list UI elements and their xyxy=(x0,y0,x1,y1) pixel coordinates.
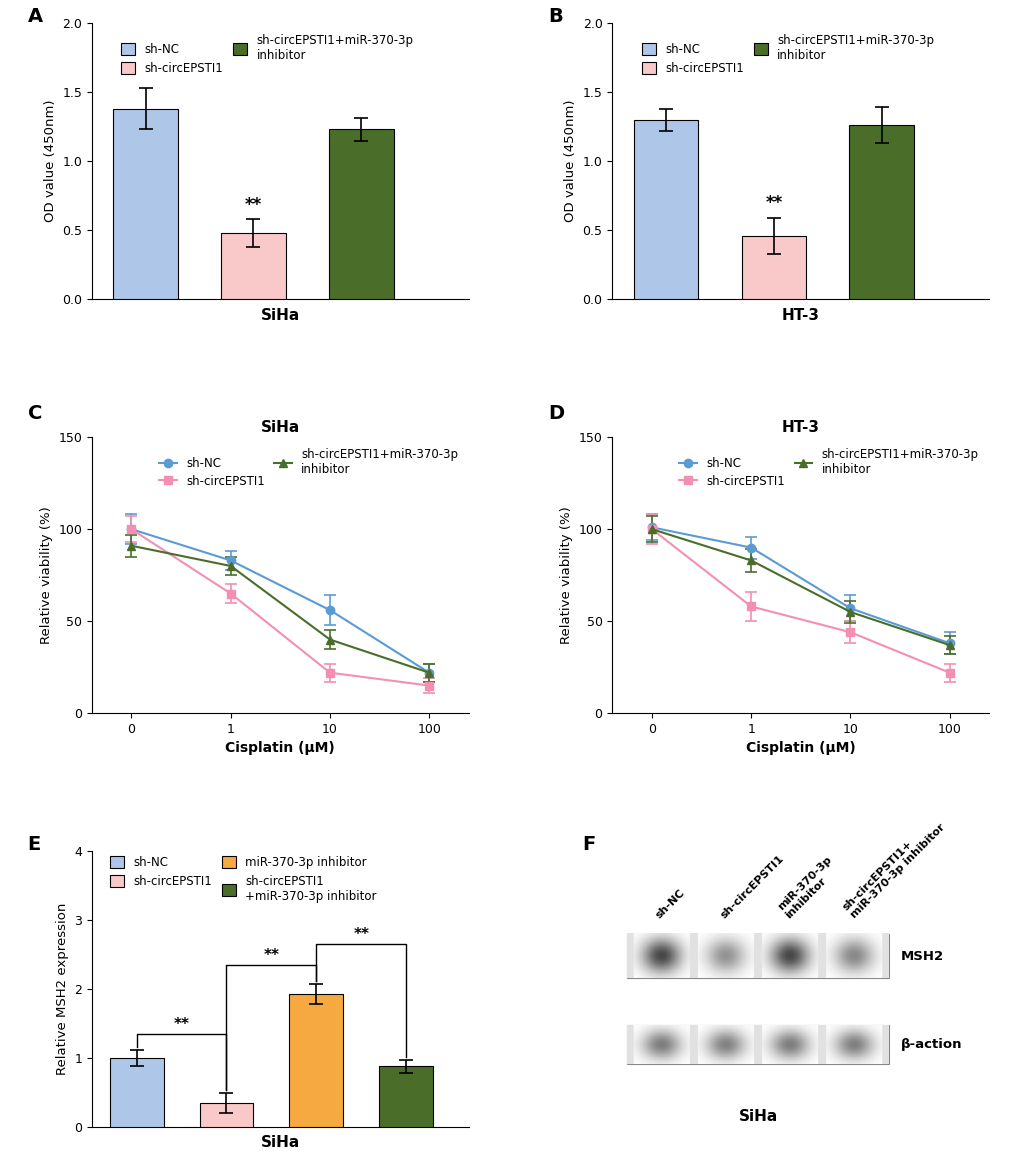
Bar xyxy=(328,129,393,299)
Text: E: E xyxy=(28,834,41,854)
Bar xyxy=(113,109,178,299)
Y-axis label: OD value (450nm): OD value (450nm) xyxy=(44,100,56,222)
Text: **: ** xyxy=(245,195,262,214)
Text: A: A xyxy=(28,7,43,26)
Text: **: ** xyxy=(173,1017,190,1032)
Y-axis label: Relative MSH2 expression: Relative MSH2 expression xyxy=(55,903,68,1075)
Bar xyxy=(110,1059,163,1127)
Legend: sh-NC, sh-circEPSTI1, sh-circEPSTI1+miR-370-3p
inhibitor: sh-NC, sh-circEPSTI1, sh-circEPSTI1+miR-… xyxy=(154,443,463,493)
Bar xyxy=(379,1067,433,1127)
Y-axis label: OD value (450nm): OD value (450nm) xyxy=(564,100,577,222)
Text: sh-circEPSTI1: sh-circEPSTI1 xyxy=(717,853,785,920)
Legend: sh-NC, sh-circEPSTI1, sh-circEPSTI1+miR-370-3p
inhibitor: sh-NC, sh-circEPSTI1, sh-circEPSTI1+miR-… xyxy=(674,443,982,493)
Text: F: F xyxy=(582,834,595,854)
X-axis label: SiHa: SiHa xyxy=(261,1135,300,1150)
Y-axis label: Relative viability (%): Relative viability (%) xyxy=(559,507,573,644)
Bar xyxy=(221,232,285,299)
Text: D: D xyxy=(547,404,564,423)
Bar xyxy=(289,994,342,1127)
Legend: sh-NC, sh-circEPSTI1, sh-circEPSTI1+miR-370-3p
inhibitor: sh-NC, sh-circEPSTI1, sh-circEPSTI1+miR-… xyxy=(116,29,418,79)
Y-axis label: Relative viability (%): Relative viability (%) xyxy=(40,507,53,644)
Text: C: C xyxy=(28,404,42,423)
X-axis label: HT-3: HT-3 xyxy=(781,308,819,323)
Text: B: B xyxy=(547,7,562,26)
X-axis label: Cisplatin (μM): Cisplatin (μM) xyxy=(745,741,855,755)
Text: **: ** xyxy=(353,927,369,942)
Text: miR-370-3p
inhibitor: miR-370-3p inhibitor xyxy=(774,854,841,920)
Bar xyxy=(633,120,698,299)
Legend: sh-NC, sh-circEPSTI1, miR-370-3p inhibitor, sh-circEPSTI1
+miR-370-3p inhibitor: sh-NC, sh-circEPSTI1, miR-370-3p inhibit… xyxy=(105,852,381,908)
Bar xyxy=(741,236,805,299)
Text: **: ** xyxy=(764,194,782,213)
X-axis label: SiHa: SiHa xyxy=(261,308,300,323)
Text: β-action: β-action xyxy=(900,1038,961,1050)
X-axis label: Cisplatin (μM): Cisplatin (μM) xyxy=(225,741,335,755)
Title: HT-3: HT-3 xyxy=(781,419,819,435)
Bar xyxy=(200,1103,253,1127)
Text: **: ** xyxy=(263,948,279,963)
Bar xyxy=(849,125,913,299)
Text: sh-NC: sh-NC xyxy=(652,888,686,920)
Text: MSH2: MSH2 xyxy=(900,949,943,962)
Bar xyxy=(627,934,889,978)
Title: SiHa: SiHa xyxy=(261,419,300,435)
Legend: sh-NC, sh-circEPSTI1, sh-circEPSTI1+miR-370-3p
inhibitor: sh-NC, sh-circEPSTI1, sh-circEPSTI1+miR-… xyxy=(637,29,937,79)
Text: sh-circEPSTI1+
miR-370-3p inhibitor: sh-circEPSTI1+ miR-370-3p inhibitor xyxy=(840,813,946,920)
Bar xyxy=(627,1025,889,1063)
Text: SiHa: SiHa xyxy=(738,1110,777,1125)
